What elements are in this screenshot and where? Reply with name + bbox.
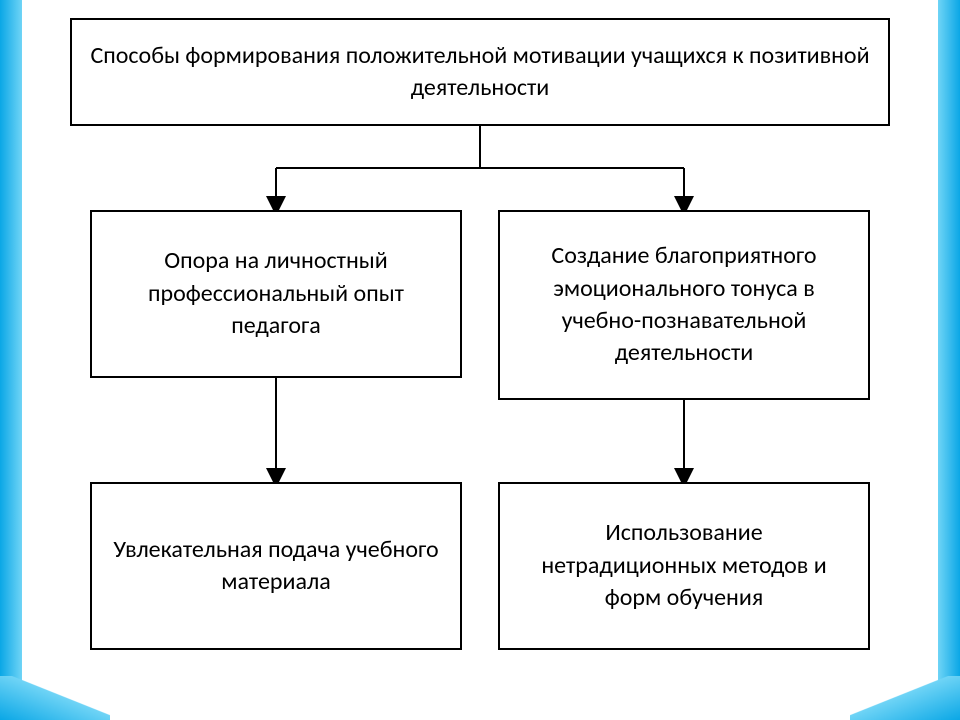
child-node-2-text: Создание благоприятного эмоционального т…: [518, 240, 850, 370]
child-node-1: Опора на личностный профессиональный опы…: [90, 210, 462, 378]
child-node-3: Увлекательная подача учебного материала: [90, 482, 462, 650]
child-node-4: Использование нетрадиционных методов и ф…: [498, 482, 870, 650]
root-node: Способы формирования положительной мотив…: [70, 18, 890, 126]
frame-side-right: [938, 0, 960, 720]
child-node-4-text: Использование нетрадиционных методов и ф…: [518, 517, 850, 614]
child-node-3-text: Увлекательная подача учебного материала: [110, 534, 442, 599]
frame-corner-left: [0, 676, 110, 720]
child-node-2: Создание благоприятного эмоционального т…: [498, 210, 870, 400]
frame-corner-right: [850, 676, 960, 720]
child-node-1-text: Опора на личностный профессиональный опы…: [110, 245, 442, 342]
frame-side-left: [0, 0, 22, 720]
diagram-canvas: Способы формирования положительной мотив…: [0, 0, 960, 720]
root-node-text: Способы формирования положительной мотив…: [90, 40, 870, 105]
